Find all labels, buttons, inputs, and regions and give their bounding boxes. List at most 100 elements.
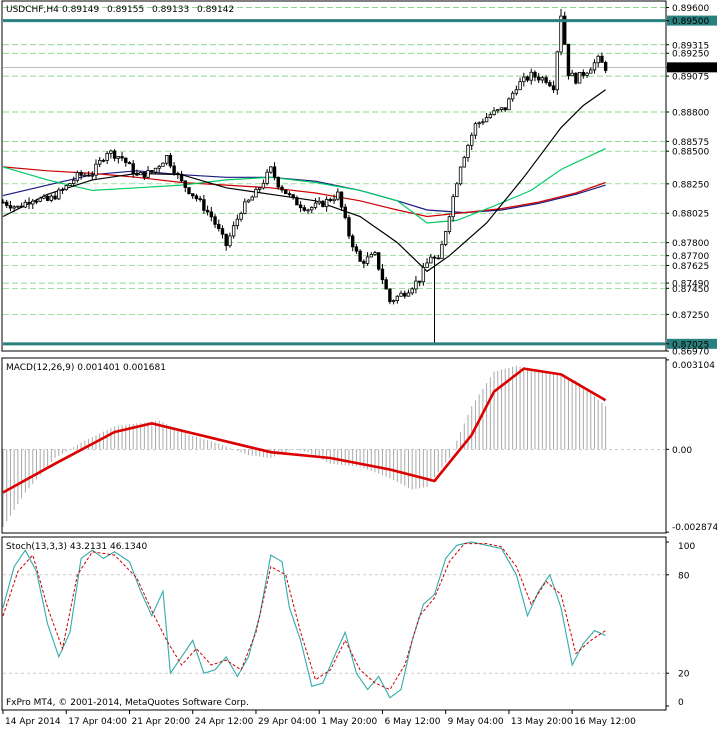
candle-body [12, 206, 16, 209]
candle-body [481, 121, 485, 124]
candle-body [109, 150, 113, 154]
candle-body [399, 292, 403, 297]
macd-panel[interactable]: 0.003104 0.00 -0.002874 MACD(12,26,9) 0.00… [1, 357, 717, 534]
candle-body [589, 69, 593, 74]
candle-body [202, 199, 206, 211]
macd-signal-line [2, 367, 607, 494]
price-grid [3, 7, 666, 315]
candle-body [235, 218, 240, 227]
time-tick-label: 13 May 20:00 [511, 717, 573, 727]
candles [1, 8, 608, 344]
candle-body [581, 72, 586, 76]
candle-body [362, 260, 366, 264]
price-tick-label: 0.89315 [672, 41, 709, 51]
ma-black-line [2, 89, 606, 273]
candle-body [138, 172, 143, 176]
price-tick-label: 0.86970 [672, 348, 709, 358]
macd-title: MACD(12,26,9) 0.001401 0.001681 [6, 363, 166, 373]
candle-body [86, 174, 91, 177]
candle-body [124, 157, 128, 163]
candle-body [213, 216, 217, 225]
candle-body [179, 173, 184, 182]
candle-body [470, 134, 474, 146]
candle-body [525, 76, 530, 81]
candle-body [164, 155, 169, 164]
candle-body [451, 196, 455, 218]
candle-body [153, 167, 158, 173]
candle-body [209, 211, 214, 218]
candle-body [280, 186, 284, 191]
candle-body [455, 183, 459, 198]
candle-body [168, 155, 173, 167]
candle-body [585, 72, 589, 76]
candle-body [328, 198, 333, 202]
candle-body [477, 122, 481, 125]
candle-body [317, 200, 321, 204]
candle-body [488, 114, 493, 118]
candle-body [191, 193, 195, 197]
candle-body [533, 71, 537, 78]
candle-body [161, 162, 165, 167]
candle-body [425, 262, 429, 268]
candle-body [410, 288, 414, 294]
price-tick-label: 0.87450 [672, 285, 709, 295]
candle-body [600, 55, 604, 63]
candle-body [347, 217, 351, 237]
candle-body [313, 202, 318, 208]
candle-body [555, 51, 559, 91]
candle-body [243, 201, 247, 214]
macd-tick-label: 0.003104 [672, 361, 715, 371]
candle-body [116, 156, 121, 159]
candle-body [592, 62, 597, 71]
candle-body [27, 201, 31, 205]
candle-body [239, 213, 243, 220]
price-tick-label: 0.88800 [672, 109, 709, 119]
close-value: 0.89142 [197, 5, 234, 15]
key-levels[interactable] [3, 19, 666, 346]
candle-body [60, 189, 65, 191]
price-label-box [667, 15, 717, 26]
candle-body [388, 288, 392, 303]
candle-body [257, 187, 262, 190]
candle-body [440, 244, 444, 260]
stochastic-lines [2, 541, 606, 699]
candle-body [120, 156, 124, 159]
time-tick-label: 9 May 04:00 [448, 717, 504, 727]
candle-body [384, 279, 388, 290]
price-tick-label: 0.89250 [672, 50, 709, 60]
candle-body [473, 123, 478, 136]
candle-body [306, 209, 310, 212]
candle-body [231, 225, 236, 237]
stochastic-title: Stoch(13,3,3) 43.2131 46.1340 [6, 542, 147, 552]
stochastic-panel[interactable]: 100 80 20 0 Stoch(13,3,3) 43.2131 46.1340 F… [1, 536, 695, 711]
candle-body [287, 193, 292, 196]
candle-body [354, 246, 359, 252]
price-panel[interactable]: 0.896000.895000.893150.892500.891420.890… [1, 0, 717, 358]
price-tick-label: 0.87250 [672, 311, 709, 321]
price-tick-label: 0.87700 [672, 252, 709, 262]
candle-body [90, 174, 94, 177]
candle-body [146, 170, 150, 178]
candle-body [540, 77, 545, 81]
candle-body [373, 252, 377, 255]
candle-body [1, 201, 5, 204]
candle-body [68, 183, 72, 186]
candle-body [596, 55, 600, 64]
time-tick-label: 1 May 20:00 [321, 717, 377, 727]
candle-body [302, 207, 307, 211]
candle-body [135, 173, 139, 176]
candle-body [228, 235, 232, 247]
candle-body [105, 153, 109, 161]
price-tick-label: 0.87625 [672, 262, 709, 272]
price-label-box [667, 338, 717, 349]
price-tick-label: 0.87800 [672, 239, 709, 249]
candle-body [5, 201, 9, 206]
candle-body [574, 72, 578, 84]
stochastic-tick-label: 0 [678, 698, 684, 708]
candle-body [507, 98, 511, 111]
ma-green-line [2, 148, 606, 224]
symbol-label: USDCHF,H4 [6, 5, 59, 15]
stochastic-tick-label: 80 [678, 571, 690, 581]
